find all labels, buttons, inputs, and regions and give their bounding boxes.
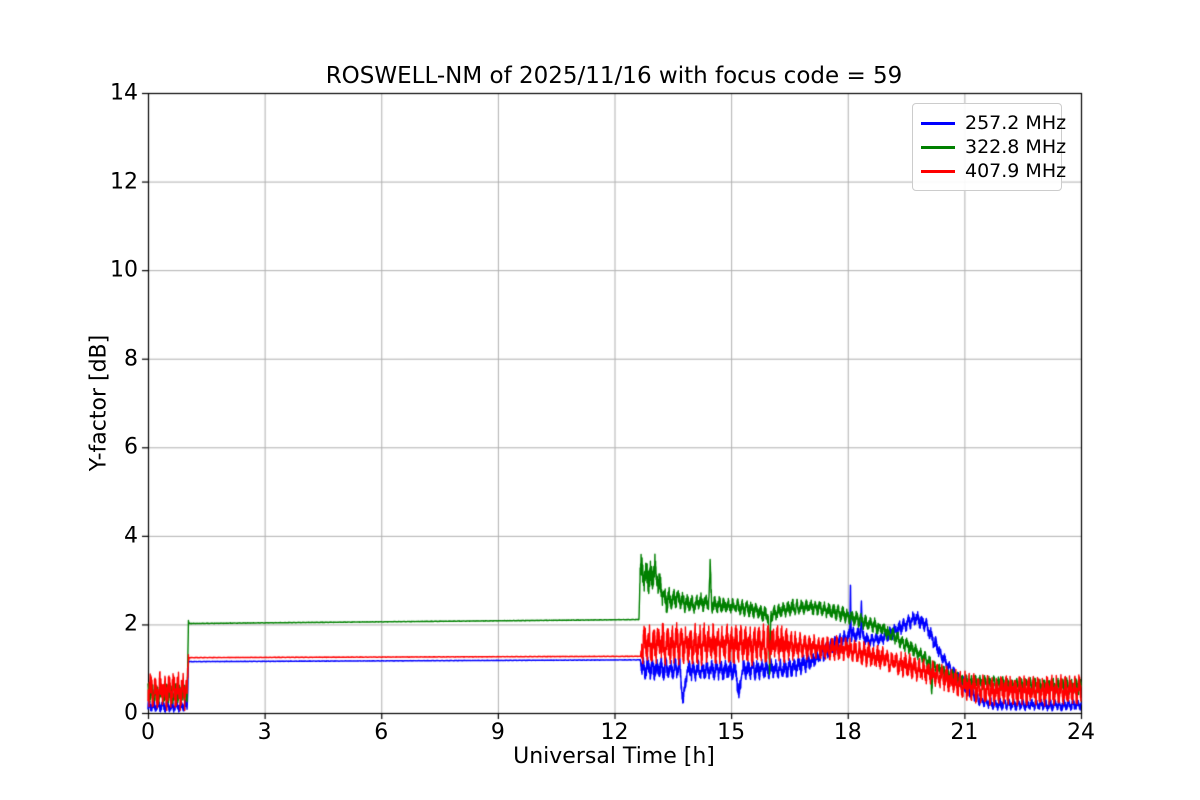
x-tick-label: 3 xyxy=(257,720,272,745)
x-tick-label: 24 xyxy=(1067,720,1095,745)
legend-item: 407.9 MHz xyxy=(921,159,1066,183)
legend-line-swatch xyxy=(921,121,955,125)
y-tick-label: 0 xyxy=(124,700,138,726)
legend-item: 322.8 MHz xyxy=(921,135,1066,159)
x-tick-label: 9 xyxy=(490,720,505,745)
x-axis-label: Universal Time [h] xyxy=(513,744,715,769)
legend-label: 257.2 MHz xyxy=(965,112,1067,134)
x-tick-label: 12 xyxy=(600,720,629,745)
x-tick-label: 21 xyxy=(950,720,979,745)
y-tick-label: 6 xyxy=(124,434,138,460)
y-tick-label: 8 xyxy=(124,346,138,372)
legend: 257.2 MHz 322.8 MHz 407.9 MHz xyxy=(912,103,1066,191)
legend-label: 322.8 MHz xyxy=(965,136,1067,158)
y-tick-label: 12 xyxy=(110,169,138,195)
x-tick-label: 6 xyxy=(374,720,389,745)
y-tick-label: 2 xyxy=(124,611,138,637)
x-tick-label: 0 xyxy=(141,720,155,745)
x-tick-label: 15 xyxy=(717,720,746,745)
legend-label: 407.9 MHz xyxy=(965,160,1067,182)
x-tick-label: 18 xyxy=(833,720,862,745)
legend-item: 257.2 MHz xyxy=(921,111,1066,135)
y-tick-label: 14 xyxy=(110,80,138,106)
legend-line-swatch xyxy=(921,145,955,149)
legend-line-swatch xyxy=(921,169,955,173)
y-tick-label: 4 xyxy=(124,523,138,549)
y-tick-label: 10 xyxy=(110,257,138,283)
chart-title: ROSWELL-NM of 2025/11/16 with focus code… xyxy=(325,63,903,89)
